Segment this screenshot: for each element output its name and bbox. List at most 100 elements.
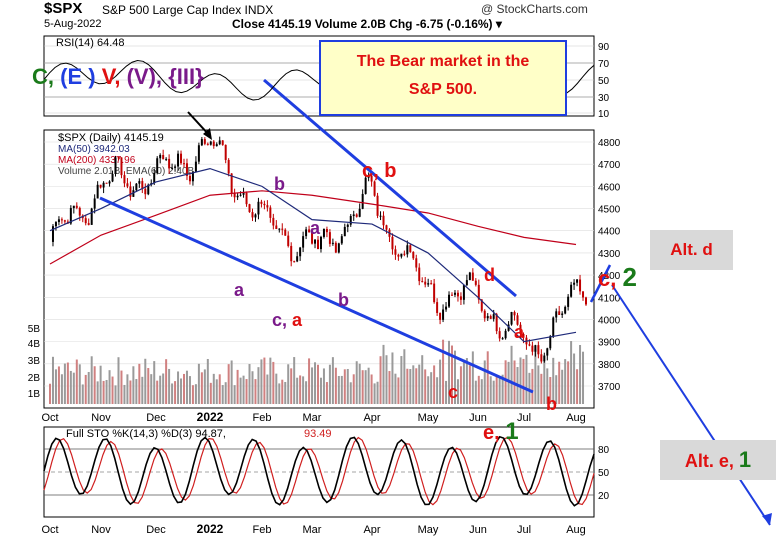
price-tick-label: 4700 — [598, 160, 621, 171]
wave-label-part: b — [384, 160, 397, 182]
volume-bar — [117, 357, 120, 404]
volume-bar — [501, 374, 504, 404]
price-candle — [528, 344, 531, 346]
price-legend-item: Volume 2.01B, EMA(60) 2.40B — [58, 166, 195, 177]
price-candle — [299, 247, 302, 257]
volume-bar — [468, 365, 471, 404]
wave-title-v: V, — [101, 64, 121, 89]
volume-bar — [224, 382, 227, 404]
volume-bar — [376, 381, 379, 404]
volume-bar — [153, 361, 156, 404]
volume-bar — [546, 368, 549, 404]
wave-label-part: e, — [483, 422, 506, 444]
wave-title-e: (E ) — [60, 64, 96, 89]
volume-bar — [78, 364, 81, 404]
price-candle — [218, 140, 221, 145]
price-candle — [513, 312, 516, 316]
price-candle — [573, 282, 576, 285]
volume-bar — [126, 374, 129, 404]
price-candle — [129, 186, 132, 197]
volume-bar — [337, 375, 340, 404]
price-candle — [498, 331, 501, 339]
price-candle — [397, 254, 400, 257]
price-candle — [355, 214, 358, 217]
price-candle — [445, 306, 448, 310]
price-candle — [570, 284, 573, 297]
price-candle — [322, 229, 325, 237]
price-tick-label: 3800 — [598, 360, 621, 371]
volume-bar — [150, 374, 153, 404]
volume-bar — [349, 382, 352, 404]
volume-bar — [311, 367, 314, 404]
volume-bar — [471, 351, 474, 404]
volume-bar — [245, 379, 248, 404]
price-legend-item: MA(200) 4337.96 — [58, 155, 136, 166]
volume-bar — [93, 366, 96, 404]
alt-e-num: 1 — [738, 447, 752, 472]
price-candle — [168, 158, 171, 169]
volume-bar — [49, 383, 51, 404]
price-candle — [230, 173, 233, 194]
volume-bar — [272, 361, 275, 404]
price-candle — [415, 258, 418, 268]
price-candle — [367, 175, 370, 178]
wave-label-part: 2 — [622, 262, 637, 292]
wave-label: a — [514, 322, 525, 342]
volume-bar — [188, 376, 191, 404]
price-candle — [436, 302, 439, 313]
chart-symbol: $SPX — [44, 0, 83, 17]
wave-label-part: c, — [598, 266, 623, 291]
price-candle — [305, 229, 308, 237]
volume-bar — [308, 358, 311, 404]
volume-bar — [331, 357, 334, 404]
volume-bar — [135, 379, 138, 404]
volume-bar — [352, 374, 355, 404]
volume-bar — [412, 365, 415, 404]
sto-x-axis-label: Mar — [303, 524, 322, 536]
volume-bar — [409, 368, 412, 404]
price-candle — [93, 198, 96, 209]
volume-bar — [275, 373, 278, 404]
volume-bar — [66, 362, 69, 404]
price-candle — [114, 157, 117, 174]
sto-d-line — [43, 436, 595, 506]
volume-bar — [433, 365, 436, 404]
volume-tick-label: 2B — [28, 373, 41, 384]
volume-bar — [489, 376, 492, 404]
alt-e-arrow-line — [611, 284, 771, 526]
price-candle — [87, 223, 90, 225]
volume-bar — [287, 364, 290, 404]
volume-bar — [319, 377, 322, 404]
price-candle — [394, 249, 397, 255]
price-candle — [424, 281, 427, 285]
volume-bar — [263, 357, 266, 404]
callout-line1: The Bear market in the — [356, 53, 530, 70]
volume-bar — [269, 357, 272, 404]
volume-bar — [194, 384, 197, 404]
volume-bar — [510, 345, 513, 404]
price-tick-label: 3900 — [598, 338, 621, 349]
price-tick-label: 4000 — [598, 315, 621, 326]
price-candle — [343, 226, 346, 237]
price-candle — [418, 267, 421, 282]
volume-bar — [555, 375, 558, 404]
price-candle — [382, 215, 385, 226]
price-candle — [456, 292, 459, 297]
volume-bar — [495, 375, 498, 404]
chart-name: S&P 500 Large Cap Index INDX — [102, 3, 274, 17]
volume-bar — [322, 368, 325, 404]
price-candle — [248, 204, 251, 213]
price-candle — [296, 256, 299, 262]
volume-bar — [415, 368, 418, 404]
callout-line2: S&P 500. — [408, 81, 478, 98]
volume-bar — [456, 379, 459, 404]
volume-bar — [84, 374, 87, 404]
volume-tick-label: 4B — [28, 339, 41, 350]
price-candle — [331, 242, 334, 244]
price-candle — [194, 161, 197, 172]
price-candle — [239, 194, 242, 196]
price-candle — [412, 251, 415, 259]
price-candle — [504, 330, 507, 339]
price-candle — [486, 316, 489, 319]
volume-bar — [462, 359, 465, 404]
